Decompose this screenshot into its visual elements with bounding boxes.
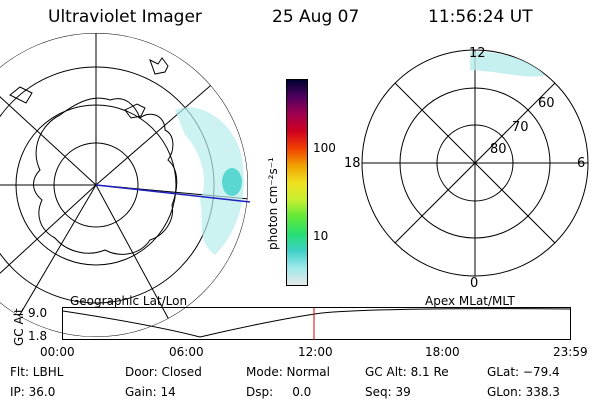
mlt-label-0: 0	[470, 276, 479, 291]
info-ip: IP: 36.0	[10, 385, 56, 399]
colorbar-tick-10: 10	[313, 229, 329, 243]
mlt-label-18: 18	[344, 156, 361, 171]
instrument-title: Ultraviolet Imager	[48, 7, 202, 27]
info-glat: GLat: −79.4	[487, 365, 560, 379]
altitude-ytick-min: 1.8	[28, 329, 48, 343]
time-label: 11:56:24 UT	[428, 7, 533, 27]
info-door: Door: Closed	[125, 365, 202, 379]
colorbar-tick-100: 100	[313, 141, 336, 155]
altitude-xtick-0600: 06:00	[169, 345, 204, 359]
mlat-mlt-map	[361, 49, 589, 277]
satellite-track	[95, 184, 251, 203]
mlt-label-6: 6	[577, 156, 586, 171]
altitude-xtick-1800: 18:00	[425, 345, 460, 359]
altitude-xtick-1200: 12:00	[298, 345, 333, 359]
date-label: 25 Aug 07	[272, 7, 360, 27]
info-glon: GLon: 338.3	[487, 385, 560, 399]
info-gc-alt: GC Alt: 8.1 Re	[365, 365, 449, 379]
colorbar	[286, 79, 308, 286]
mlt-label-12: 12	[469, 46, 486, 61]
info-dsp: Dsp: 0.0	[246, 385, 312, 399]
info-filter: Flt: LBHL	[10, 365, 64, 379]
mlat-label-60: 60	[538, 96, 555, 111]
apex-caption: Apex MLat/MLT	[425, 294, 515, 308]
mlat-label-70: 70	[512, 120, 529, 135]
altitude-ylabel: GC Alt	[12, 308, 26, 346]
altitude-xtick-0000: 00:00	[40, 345, 75, 359]
colorbar-unit-label: photon cm⁻²s⁻¹	[266, 157, 280, 250]
altitude-plot	[62, 307, 571, 340]
geographic-caption: Geographic Lat/Lon	[70, 294, 188, 308]
altitude-xtick-2359: 23:59	[553, 345, 588, 359]
info-gain: Gain: 14	[125, 385, 176, 399]
info-seq: Seq: 39	[365, 385, 411, 399]
altitude-ytick-max: 9.0	[28, 306, 48, 320]
mlat-label-80: 80	[490, 142, 507, 157]
info-mode: Mode: Normal	[246, 365, 330, 379]
